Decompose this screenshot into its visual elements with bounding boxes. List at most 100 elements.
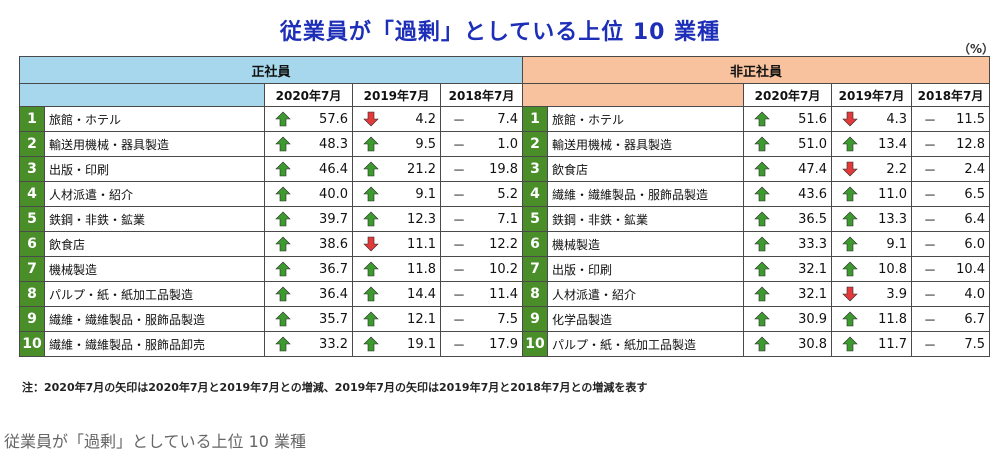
rank-badge: 9	[19, 306, 45, 332]
regular-year-2019: 2019年7月	[352, 83, 441, 107]
value-2019: 10.8	[878, 261, 908, 277]
arrow-up-icon	[842, 211, 858, 227]
arrow-up-icon	[754, 236, 770, 252]
industry-name: 旅館・ホテル	[547, 106, 745, 132]
value-2019: 9.5	[415, 136, 436, 152]
nonregular-header-fill	[522, 83, 745, 107]
no-change-dash: －	[452, 188, 466, 204]
value-2019: 11.7	[878, 336, 908, 352]
industry-name: 繊維・繊維製品・服飾品製造	[547, 181, 745, 207]
industry-name: 鉄鋼・非鉄・鉱業	[547, 206, 745, 232]
regular-header: 正社員	[18, 56, 524, 84]
no-change-dash: －	[452, 238, 466, 254]
value-2020: 30.8	[798, 336, 828, 352]
arrow-up-icon	[754, 336, 770, 352]
arrow-up-icon	[275, 336, 291, 352]
value-2019: 4.2	[415, 111, 436, 127]
industry-name: 人材派遣・紹介	[44, 181, 265, 207]
value-2019: 21.2	[407, 161, 436, 177]
value-2018: 4.0	[964, 286, 986, 302]
value-2018: 6.4	[964, 211, 986, 227]
value-2019: 19.1	[407, 336, 436, 352]
arrow-down-icon	[363, 111, 379, 127]
industry-name: 輸送用機械・器具製造	[547, 131, 745, 157]
footnote: 注：2020年7月の矢印は2020年7月と2019年7月との増減、2019年7月…	[22, 381, 648, 394]
value-2018: 10.2	[489, 261, 519, 277]
arrow-up-icon	[275, 236, 291, 252]
value-2018: 1.0	[497, 136, 519, 152]
rank-badge: 8	[522, 281, 549, 307]
value-2019: 14.4	[407, 286, 436, 302]
value-2020: 30.9	[798, 311, 828, 327]
rank-badge: 2	[522, 131, 549, 157]
industry-name: 輸送用機械・器具製造	[44, 131, 265, 157]
rank-badge: 5	[522, 206, 549, 232]
unit-label: （%）	[958, 42, 995, 56]
value-2019: 13.3	[878, 211, 908, 227]
nonregular-header: 非正社員	[522, 56, 991, 84]
industry-name: 旅館・ホテル	[44, 106, 265, 132]
value-2020: 36.4	[319, 286, 348, 302]
chart-title: 従業員が「過剰」としている上位 10 業種	[279, 20, 721, 45]
value-2020: 33.2	[319, 336, 348, 352]
arrow-up-icon	[275, 211, 291, 227]
arrow-up-icon	[363, 161, 379, 177]
arrow-up-icon	[842, 186, 858, 202]
ranking-table: 正社員 非正社員 2020年7月 2019年7月 2018年7月 2020年7月…	[18, 56, 991, 357]
no-change-dash: －	[452, 163, 466, 179]
arrow-up-icon	[363, 286, 379, 302]
rank-badge: 4	[19, 181, 45, 207]
value-2019: 11.1	[407, 236, 436, 252]
industry-name: 飲食店	[44, 231, 265, 257]
table-row: 7 機械製造 36.7 11.8 － 10.2 7 出版・印刷 32.1 10.8 － 10.4	[19, 256, 991, 282]
industry-name: パルプ・紙・紙加工品製造	[44, 281, 265, 307]
value-2018: 7.1	[497, 211, 519, 227]
no-change-dash: －	[452, 338, 466, 354]
industry-name: 化学品製造	[547, 306, 745, 332]
arrow-up-icon	[275, 111, 291, 127]
value-2019: 13.4	[878, 136, 908, 152]
no-change-dash: －	[923, 338, 937, 354]
value-2018: 5.2	[497, 186, 519, 202]
arrow-up-icon	[842, 261, 858, 277]
rank-badge: 3	[19, 156, 45, 182]
arrow-up-icon	[363, 186, 379, 202]
value-2018: 19.8	[489, 161, 519, 177]
arrow-up-icon	[363, 336, 379, 352]
arrow-up-icon	[363, 261, 379, 277]
arrow-up-icon	[842, 236, 858, 252]
no-change-dash: －	[452, 263, 466, 279]
nonregular-year-2020: 2020年7月	[743, 83, 833, 107]
no-change-dash: －	[923, 138, 937, 154]
rank-badge: 4	[522, 181, 549, 207]
value-2019: 3.9	[886, 286, 908, 302]
rank-badge: 1	[522, 106, 549, 132]
value-2018: 17.9	[489, 336, 519, 352]
arrow-up-icon	[754, 136, 770, 152]
value-2020: 36.7	[319, 261, 348, 277]
rank-badge: 5	[19, 206, 45, 232]
value-2019: 4.3	[886, 111, 908, 127]
industry-name: 人材派遣・紹介	[547, 281, 745, 307]
no-change-dash: －	[452, 138, 466, 154]
rank-badge: 1	[19, 106, 45, 132]
value-2019: 12.1	[407, 311, 436, 327]
industry-name: パルプ・紙・紙加工品製造	[547, 331, 745, 357]
arrow-up-icon	[275, 136, 291, 152]
no-change-dash: －	[452, 213, 466, 229]
value-2020: 36.5	[798, 211, 828, 227]
rank-badge: 10	[522, 331, 549, 357]
no-change-dash: －	[923, 238, 937, 254]
arrow-up-icon	[754, 261, 770, 277]
no-change-dash: －	[923, 288, 937, 304]
arrow-up-icon	[275, 286, 291, 302]
arrow-up-icon	[275, 261, 291, 277]
table-row: 6 飲食店 38.6 11.1 － 12.2 6 機械製造 33.3 9.1 － 6.0	[19, 231, 991, 257]
value-2020: 35.7	[319, 311, 348, 327]
nonregular-year-2018: 2018年7月	[911, 83, 991, 107]
value-2018: 12.8	[956, 136, 986, 152]
arrow-down-icon	[842, 286, 858, 302]
no-change-dash: －	[923, 263, 937, 279]
no-change-dash: －	[923, 213, 937, 229]
industry-name: 機械製造	[547, 231, 745, 257]
